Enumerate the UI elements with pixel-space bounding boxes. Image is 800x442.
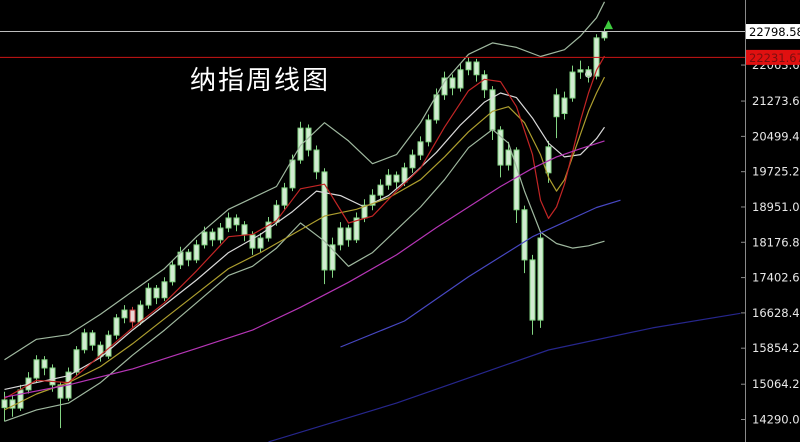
last-price-box: [746, 24, 800, 40]
candle: [305, 127, 312, 151]
candle: [281, 187, 288, 206]
up-arrow-marker: [604, 20, 613, 30]
candle: [537, 237, 544, 321]
axis-price-label: 17402.60: [752, 271, 800, 285]
candle: [329, 244, 336, 271]
line-ma-red: [4, 55, 606, 400]
line-ma-magenta: [4, 140, 605, 398]
candle: [217, 227, 224, 241]
candle: [353, 217, 360, 241]
candle: [17, 389, 24, 409]
axis-price-label: 18951.00: [752, 200, 800, 214]
candle: [153, 287, 160, 299]
candle: [337, 227, 344, 246]
candle: [377, 184, 384, 196]
candle: [465, 61, 472, 71]
axis-price-label: 20499.40: [752, 129, 800, 143]
candle: [449, 77, 456, 89]
candle: [457, 69, 464, 89]
axis-price-label: 14290.00: [752, 413, 800, 427]
line-ma-white: [4, 92, 605, 390]
candle: [161, 281, 168, 299]
candle: [409, 154, 416, 169]
candle: [97, 344, 104, 357]
candle: [209, 231, 216, 241]
line-bollinger-upper: [4, 1, 606, 361]
axis-price-label: 16628.40: [752, 306, 800, 320]
candle: [321, 171, 328, 271]
axis-price-label: 21273.60: [752, 94, 800, 108]
candle: [193, 244, 200, 261]
candle: [249, 234, 256, 249]
candle: [113, 317, 120, 336]
axis-price-label: 18176.80: [752, 235, 800, 249]
candle: [137, 304, 144, 323]
line-bollinger-lower: [4, 128, 605, 422]
candle: [33, 359, 40, 379]
candle: [1, 399, 8, 409]
alert-price-box: [746, 49, 800, 65]
candle: [481, 74, 488, 91]
candle: [289, 159, 296, 189]
candle: [257, 237, 264, 249]
candle: [521, 209, 528, 261]
candle: [201, 231, 208, 246]
candle: [385, 174, 392, 186]
candle: [369, 194, 376, 206]
candle: [505, 149, 512, 166]
axis-price-label: 15064.20: [752, 377, 800, 391]
candle: [553, 94, 560, 118]
candle: [561, 97, 568, 115]
candle: [41, 359, 48, 369]
candle: [497, 129, 504, 166]
candle: [89, 332, 96, 346]
candle: [273, 204, 280, 223]
candle: [105, 334, 112, 357]
candle: [513, 149, 520, 211]
candle: [529, 259, 536, 321]
axis-price-label: 19725.20: [752, 165, 800, 179]
axis-price-label: 15854.20: [752, 341, 800, 355]
candle: [49, 367, 56, 386]
candle: [569, 71, 576, 99]
candle: [129, 309, 136, 323]
line-ma-blue: [340, 199, 621, 348]
candle: [121, 309, 128, 319]
candle: [297, 127, 304, 161]
candle: [185, 251, 192, 261]
line-trendline-navy: [268, 312, 741, 442]
candle: [417, 141, 424, 156]
candle: [601, 31, 608, 39]
candle: [225, 217, 232, 229]
candle: [233, 217, 240, 226]
candle: [425, 119, 432, 143]
candle: [145, 287, 152, 306]
chart-title: 纳指周线图: [190, 66, 331, 96]
candle: [313, 149, 320, 173]
candle: [585, 69, 592, 77]
candle: [577, 69, 584, 73]
candle: [473, 61, 480, 76]
candle: [81, 332, 88, 351]
candle: [241, 224, 248, 236]
candle: [489, 89, 496, 131]
candle: [345, 227, 352, 241]
circle-marker: [585, 70, 592, 78]
candle: [73, 349, 80, 373]
candle: [393, 174, 400, 183]
last-price-label: 22798.58: [749, 25, 800, 39]
candle: [169, 264, 176, 283]
alert-price-label: 22231.67: [749, 51, 800, 65]
